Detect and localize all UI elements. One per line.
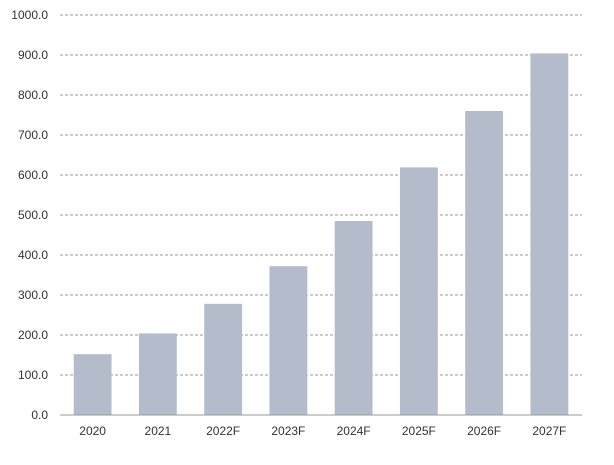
bar-2025f xyxy=(399,167,438,415)
x-tick-label: 2024F xyxy=(337,424,371,438)
x-tick-label: 2026F xyxy=(467,424,501,438)
bar-2023f xyxy=(269,266,308,415)
bars xyxy=(73,53,569,416)
y-tick-label: 500.0 xyxy=(18,208,48,222)
bar-2026f xyxy=(465,111,504,415)
y-tick-label: 200.0 xyxy=(18,328,48,342)
x-tick-label: 2025F xyxy=(402,424,436,438)
bar-2027f xyxy=(530,53,569,416)
y-tick-label: 400.0 xyxy=(18,248,48,262)
x-tick-label: 2021 xyxy=(145,424,172,438)
x-tick-label: 2022F xyxy=(206,424,240,438)
bar-2021 xyxy=(138,333,177,415)
y-tick-label: 600.0 xyxy=(18,168,48,182)
y-tick-label: 800.0 xyxy=(18,88,48,102)
y-tick-label: 0.0 xyxy=(31,408,48,422)
bar-2024f xyxy=(334,221,373,415)
y-tick-label: 900.0 xyxy=(18,48,48,62)
y-tick-label: 700.0 xyxy=(18,128,48,142)
x-axis-tick-labels: 2020 2021 2022F 2023F 2024F 2025F 2026F 2027F xyxy=(79,424,566,438)
y-tick-label: 300.0 xyxy=(18,288,48,302)
bar-2020 xyxy=(73,354,112,415)
y-tick-label: 100.0 xyxy=(18,368,48,382)
y-tick-label: 1000.0 xyxy=(11,8,48,22)
x-tick-label: 2020 xyxy=(79,424,106,438)
bar-2022f xyxy=(204,303,243,415)
y-axis-tick-labels: 0.0 100.0 200.0 300.0 400.0 500.0 600.0 700.0 80… xyxy=(11,8,48,422)
x-tick-label: 2023F xyxy=(271,424,305,438)
gridlines xyxy=(60,14,582,376)
x-tick-label: 2027F xyxy=(532,424,566,438)
